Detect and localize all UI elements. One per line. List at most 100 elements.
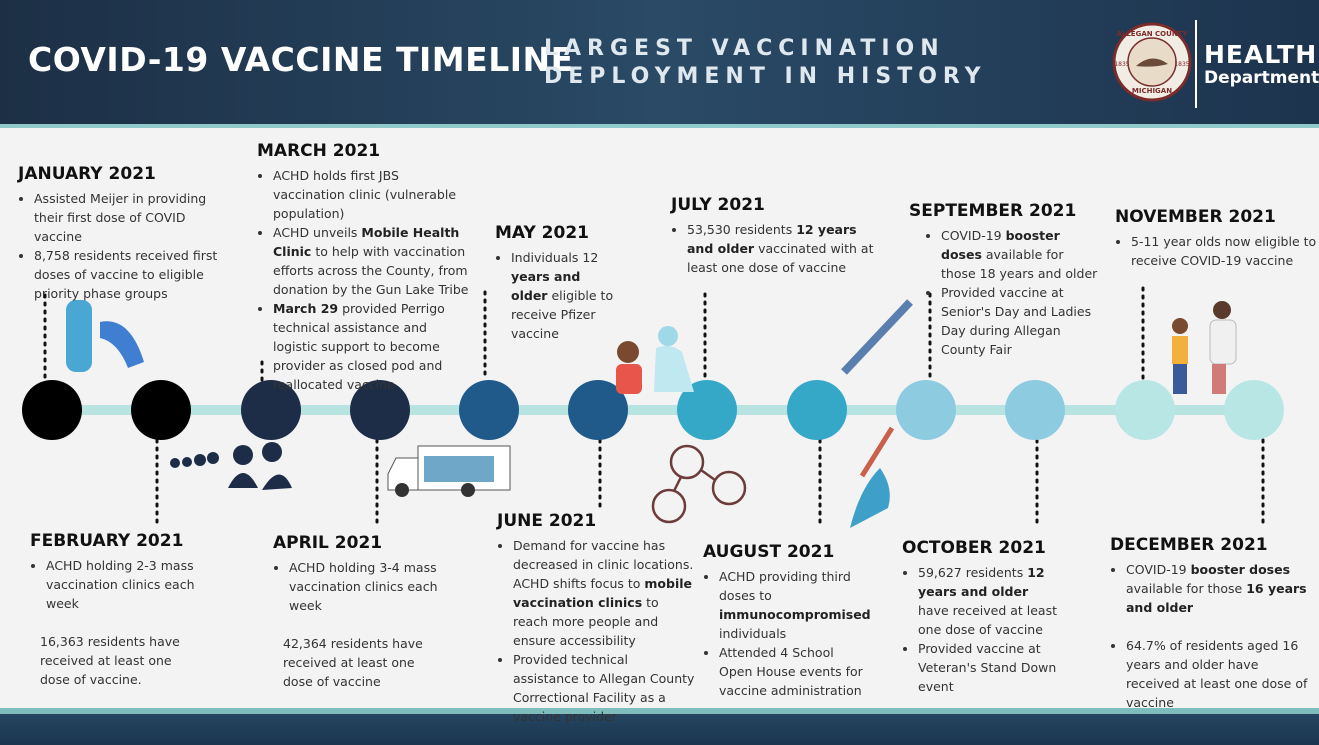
month-title: MAY 2021	[495, 223, 589, 243]
logo-text: 1835	[1114, 61, 1129, 68]
page-title: COVID-19 VACCINE TIMELINE	[28, 40, 574, 79]
month-title: NOVEMBER 2021	[1115, 207, 1276, 227]
milestone	[241, 380, 301, 440]
footer-band	[0, 708, 1319, 745]
month-title: SEPTEMBER 2021	[909, 201, 1077, 221]
bullet-list: 5-11 year olds now eligible to receive C…	[1115, 232, 1319, 270]
bullet: 53,530 residents 12 years and older vacc…	[687, 220, 876, 277]
arm-icon	[66, 300, 144, 372]
bullet-text: eligible to receive Pfizer vaccine	[511, 288, 614, 341]
bullet: Provided vaccine at Veteran's Stand Down…	[918, 639, 1062, 696]
month-title: JUNE 2021	[497, 511, 597, 531]
month-block: DECEMBER 2021 COVID-19 booster doses avai…	[1110, 534, 1310, 712]
milestone	[459, 380, 519, 440]
bullet-text: 64.7% of residents aged 16 years and old…	[1126, 638, 1308, 710]
bullet-text: provided Perrigo technical assistance an…	[273, 301, 445, 392]
bullet-text: available for those	[1126, 581, 1247, 596]
bullet-list: Individuals 12 years and older eligible …	[495, 248, 617, 343]
month-title: JANUARY 2021	[18, 164, 156, 184]
note: 42,364 residents have received at least …	[283, 636, 423, 689]
bullet-text: individuals	[719, 626, 787, 641]
month-block: JUNE 2021 Demand for vaccine has decrease…	[497, 510, 695, 726]
bullet-text: to help with vaccination efforts across …	[273, 244, 469, 297]
bullet-text: available for those 18 years and older	[941, 247, 1098, 281]
month-block: NOVEMBER 2021 5-11 year olds now eligible…	[1115, 206, 1319, 270]
month-block: JANUARY 2021 Assisted Meijer in providing…	[18, 163, 233, 303]
bullet-text: Demand for vaccine has decreased in clin…	[513, 538, 694, 591]
bullet: Demand for vaccine has decreased in clin…	[513, 536, 695, 650]
milestone	[131, 380, 191, 440]
bullet-text: 5-11 year olds now eligible to receive C…	[1131, 234, 1317, 268]
vaccinator-icon	[616, 326, 694, 394]
milestone	[1224, 380, 1284, 440]
bullet-list: COVID-19 booster doses available for tho…	[909, 226, 1099, 359]
bullet-list: COVID-19 booster doses available for tho…	[1110, 560, 1310, 712]
milestone	[568, 380, 628, 440]
bullet-list: ACHD holds first JBS vaccination clinic …	[257, 166, 472, 394]
bullet-list: Assisted Meijer in providing their first…	[18, 189, 233, 303]
bullet-bold: 16 years and older	[1126, 581, 1307, 615]
bullet-bold: 12 years and older	[687, 222, 857, 256]
syringe-icon	[841, 299, 913, 528]
bullet-text: Provided vaccine at Veteran's Stand Down…	[918, 641, 1057, 694]
logo-text: 1835	[1174, 61, 1189, 68]
bullet: ACHD holds first JBS vaccination clinic …	[273, 166, 472, 223]
note: 16,363 residents have received at least …	[40, 634, 180, 687]
subtitle: LARGEST VACCINATION	[544, 36, 945, 61]
month-title: APRIL 2021	[273, 533, 383, 553]
bullet: COVID-19 booster doses available for tho…	[941, 226, 1099, 283]
bullet: ACHD holding 2-3 mass vaccination clinic…	[46, 556, 205, 613]
header-rule	[0, 124, 1319, 128]
bullet-bold: years and older	[511, 269, 581, 303]
bullet-text: 53,530 residents	[687, 222, 797, 237]
bullet-bold: immunocompromised	[719, 607, 871, 622]
department: Department	[1204, 68, 1319, 88]
van-icon	[387, 445, 511, 497]
bullet: Provided vaccine at Senior's Day and Lad…	[941, 283, 1099, 359]
bullet-text: ACHD holding 2-3 mass vaccination clinic…	[46, 558, 195, 611]
bullet-list: Demand for vaccine has decreased in clin…	[497, 536, 695, 726]
bullet-text: vaccinated with at least one dose of vac…	[687, 241, 874, 275]
bullet: ACHD unveils Mobile Health Clinic to hel…	[273, 223, 472, 299]
bullet: 64.7% of residents aged 16 years and old…	[1126, 636, 1310, 712]
bullet-text: ACHD providing third doses to	[719, 569, 851, 603]
month-block: APRIL 2021 ACHD holding 3-4 mass vaccinat…	[273, 532, 438, 691]
logo-text: MICHIGAN	[1132, 87, 1172, 95]
milestone	[1005, 380, 1065, 440]
network-icon	[651, 444, 747, 524]
bullet-bold: Mobile Health Clinic	[273, 225, 460, 259]
bullet-text: COVID-19	[941, 228, 1006, 243]
month-title: JULY 2021	[671, 195, 765, 215]
bullet: Attended 4 School Open House events for …	[719, 643, 863, 700]
bullet: Assisted Meijer in providing their first…	[34, 189, 233, 246]
milestone	[22, 380, 82, 440]
bullet-text: ACHD holding 3-4 mass vaccination clinic…	[289, 560, 438, 613]
bullet-list: ACHD providing third doses to immunocomp…	[703, 567, 871, 700]
bullet-bold: booster doses	[1190, 562, 1291, 577]
bullet: ACHD holding 3-4 mass vaccination clinic…	[289, 558, 438, 615]
month-title: AUGUST 2021	[703, 542, 835, 562]
milestone	[787, 380, 847, 440]
bullet-text: Assisted Meijer in providing their first…	[34, 191, 207, 244]
bullet-list: ACHD holding 3-4 mass vaccination clinic…	[273, 558, 438, 615]
bullet: ACHD providing third doses to immunocomp…	[719, 567, 871, 643]
month-block: JULY 2021 53,530 residents 12 years and o…	[671, 194, 876, 277]
bullet-list: ACHD holding 2-3 mass vaccination clinic…	[30, 556, 205, 613]
bullet: COVID-19 booster doses available for tho…	[1126, 560, 1310, 617]
bullet-text: have received at least one dose of vacci…	[918, 603, 1058, 637]
logo-text: ALLEGAN COUNTY	[1116, 30, 1188, 38]
month-block: FEBRUARY 2021 ACHD holding 2-3 mass vacci…	[30, 530, 205, 689]
bullet-bold: booster doses	[941, 228, 1060, 262]
month-block: MAY 2021 Individuals 12 years and older e…	[495, 222, 617, 343]
bullet-text: 59,627 residents	[918, 565, 1028, 580]
bullet-bold: mobile vaccination clinics	[513, 576, 692, 610]
month-title: FEBRUARY 2021	[30, 531, 184, 551]
family-icon	[1172, 301, 1237, 394]
bullet-text: COVID-19	[1126, 562, 1191, 577]
month-title: OCTOBER 2021	[902, 538, 1046, 558]
month-block: AUGUST 2021 ACHD providing third doses to…	[703, 541, 871, 700]
bullet: Individuals 12 years and older eligible …	[511, 248, 617, 343]
month-title: MARCH 2021	[257, 141, 381, 161]
bullet: 8,758 residents received first doses of …	[34, 246, 233, 303]
bullet-text: Individuals 12	[511, 250, 599, 265]
